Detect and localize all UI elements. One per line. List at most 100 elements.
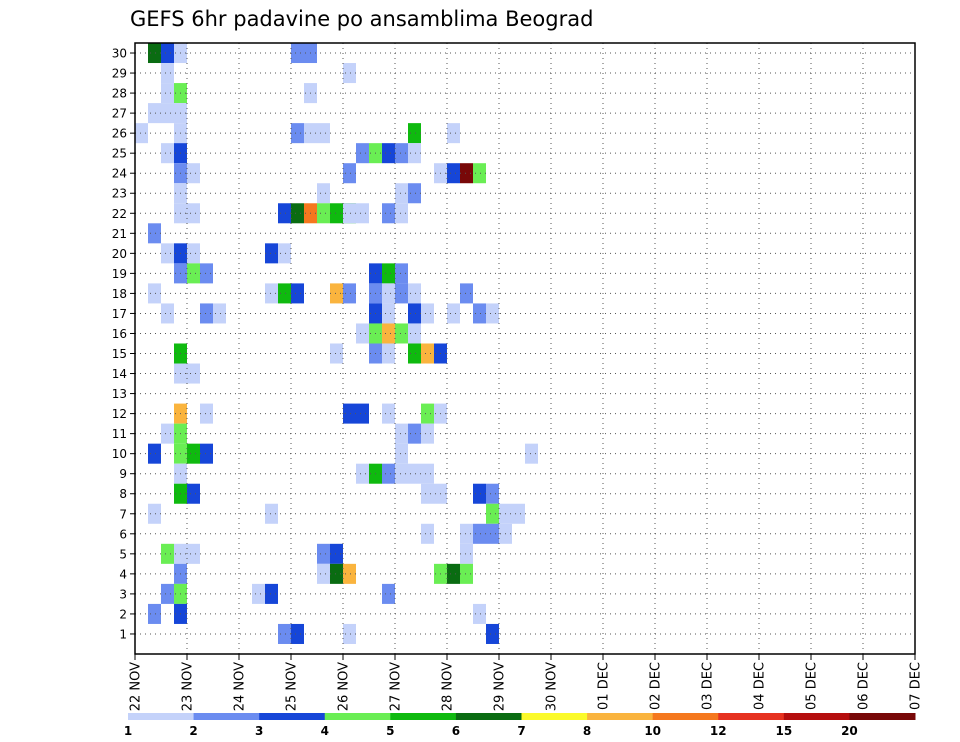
- y-tick-label: 29: [112, 67, 127, 81]
- precip-cell: [408, 123, 421, 144]
- precip-cell: [148, 43, 161, 64]
- y-tick-label: 23: [112, 187, 127, 201]
- precip-cell: [317, 563, 330, 584]
- precip-cell: [382, 303, 395, 324]
- precip-cell: [135, 123, 148, 144]
- y-tick-label: 20: [112, 247, 127, 261]
- precip-cell: [343, 163, 356, 184]
- precip-cell: [512, 503, 525, 524]
- x-tick-label: 22 NOV: [129, 662, 144, 711]
- y-tick-label: 5: [119, 547, 127, 561]
- precip-cell: [200, 263, 213, 284]
- x-tick-label: 30 NOV: [545, 662, 560, 711]
- precip-cell: [382, 463, 395, 484]
- colorbar-swatch: [718, 713, 785, 720]
- colorbar-swatch: [193, 713, 260, 720]
- x-tick-label: 02 DEC: [649, 662, 664, 710]
- precip-cell: [343, 403, 356, 424]
- precip-cell: [187, 263, 200, 284]
- precip-cell: [395, 183, 408, 204]
- precip-cell: [447, 163, 460, 184]
- precip-cell: [343, 203, 356, 224]
- precip-cell: [330, 203, 343, 224]
- precip-cell: [395, 203, 408, 224]
- precip-cell: [486, 503, 499, 524]
- y-tick-label: 1: [119, 627, 127, 641]
- precip-cell: [460, 283, 473, 304]
- colorbar-tick-label: 8: [583, 724, 591, 738]
- y-tick-label: 9: [119, 467, 127, 481]
- precip-cell: [148, 603, 161, 624]
- precip-cell: [278, 623, 291, 644]
- precip-cell: [356, 203, 369, 224]
- colorbar-tick-label: 4: [321, 724, 329, 738]
- precip-cell: [395, 443, 408, 464]
- precip-cell: [187, 163, 200, 184]
- x-tick-label: 07 DEC: [909, 662, 924, 710]
- x-tick-label: 06 DEC: [857, 662, 872, 710]
- precip-cell: [252, 583, 265, 604]
- colorbar: 1 2 3 4 5 6 7 8 10 12 15 20: [124, 713, 916, 738]
- precip-cell: [291, 123, 304, 144]
- y-tick-label: 4: [119, 567, 127, 581]
- precip-cell: [317, 183, 330, 204]
- precip-cell: [421, 523, 434, 544]
- precip-cell: [161, 43, 174, 64]
- x-tick-label: 26 NOV: [337, 662, 352, 711]
- precip-cell: [187, 443, 200, 464]
- x-tick-label: 24 NOV: [233, 662, 248, 711]
- precip-cell: [408, 423, 421, 444]
- precip-cell: [382, 343, 395, 364]
- y-axis-ticks: 1234567891011121314151617181920212223242…: [112, 47, 135, 641]
- precip-cell: [161, 243, 174, 264]
- precip-cell: [291, 623, 304, 644]
- precip-cell: [486, 303, 499, 324]
- precip-cell: [356, 403, 369, 424]
- precip-cell: [447, 563, 460, 584]
- precip-cell: [291, 203, 304, 224]
- colorbar-swatch: [455, 713, 522, 720]
- precip-cell: [447, 303, 460, 324]
- colorbar-swatch: [652, 713, 719, 720]
- precip-cell: [356, 143, 369, 164]
- precip-cell: [486, 523, 499, 544]
- precip-cell: [408, 143, 421, 164]
- colorbar-swatch: [128, 713, 195, 720]
- precip-cell: [408, 463, 421, 484]
- precip-cell: [291, 43, 304, 64]
- y-tick-label: 7: [119, 507, 127, 521]
- colorbar-tick-label: 5: [386, 724, 394, 738]
- x-tick-label: 23 NOV: [181, 662, 196, 711]
- precip-cell: [486, 483, 499, 504]
- y-tick-label: 19: [112, 267, 127, 281]
- y-tick-label: 13: [112, 387, 127, 401]
- colorbar-swatch: [390, 713, 457, 720]
- x-tick-label: 28 NOV: [441, 662, 456, 711]
- chart-title: GEFS 6hr padavine po ansamblima Beograd: [130, 7, 593, 31]
- precip-cell: [330, 543, 343, 564]
- precip-cell: [161, 423, 174, 444]
- y-tick-label: 16: [112, 327, 127, 341]
- precip-cell: [421, 423, 434, 444]
- precip-cell: [148, 443, 161, 464]
- precip-cell: [460, 523, 473, 544]
- precip-cell: [278, 283, 291, 304]
- colorbar-tick-label: 20: [841, 724, 858, 738]
- precip-cell: [278, 243, 291, 264]
- precip-cell: [382, 283, 395, 304]
- precip-cell: [408, 303, 421, 324]
- colorbar-tick-label: 15: [775, 724, 792, 738]
- colorbar-tick-label: 12: [710, 724, 727, 738]
- precip-cell: [382, 583, 395, 604]
- precip-cell: [343, 63, 356, 84]
- precip-cell: [291, 283, 304, 304]
- precip-cell: [408, 323, 421, 344]
- precip-cell: [278, 203, 291, 224]
- precip-cell: [460, 543, 473, 564]
- precip-cell: [382, 263, 395, 284]
- y-tick-label: 26: [112, 127, 127, 141]
- precip-cell: [447, 123, 460, 144]
- colorbar-tick-label: 1: [124, 724, 132, 738]
- precip-cell: [473, 523, 486, 544]
